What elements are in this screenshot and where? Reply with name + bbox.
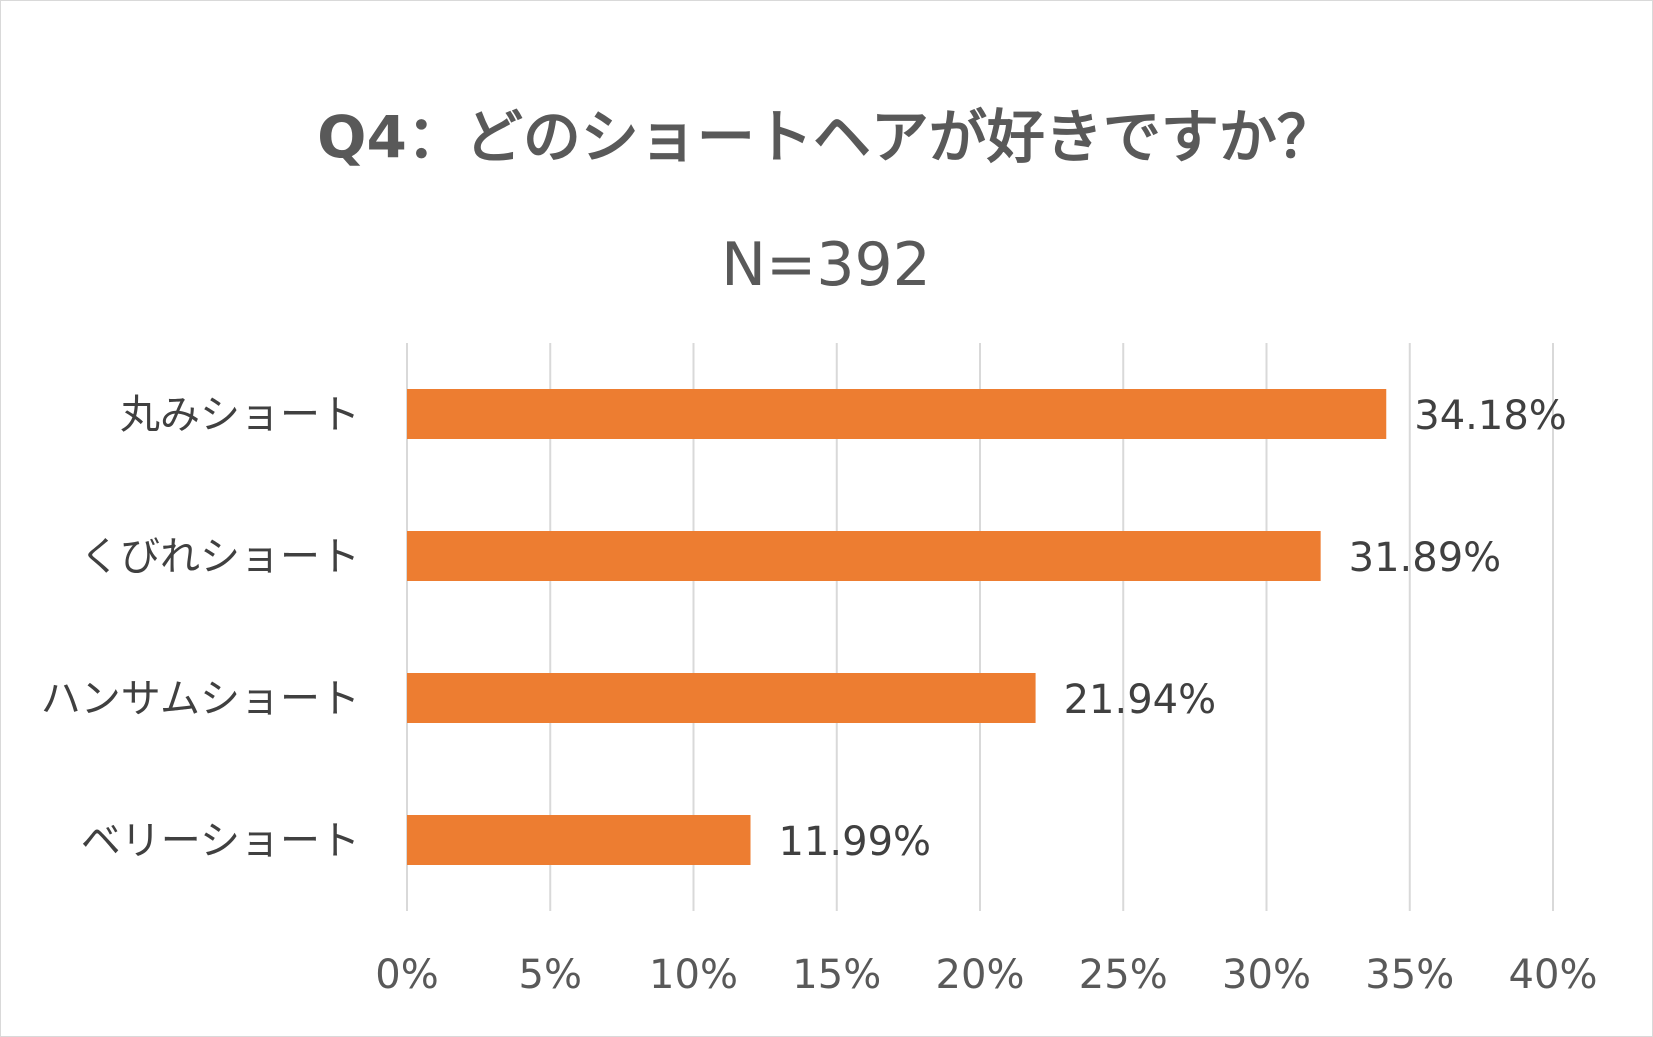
data-label-4: 11.99% <box>779 819 932 865</box>
category-label-2: くびれショート <box>80 534 360 580</box>
x-tick-label-40: 40% <box>1509 952 1598 998</box>
x-tick-label-10: 10% <box>649 952 738 998</box>
x-tick-label-0: 0% <box>375 952 438 998</box>
chart-subtitle: N=392 <box>721 230 931 300</box>
category-label-1: 丸みショート <box>120 392 360 438</box>
data-label-3: 21.94% <box>1064 677 1217 723</box>
x-tick-label-20: 20% <box>936 952 1025 998</box>
bar-1 <box>407 389 1387 439</box>
bar-4 <box>407 815 751 865</box>
bar-2 <box>407 531 1321 581</box>
x-tick-label-25: 25% <box>1079 952 1168 998</box>
x-tick-label-5: 5% <box>519 952 582 998</box>
bars <box>407 389 1387 865</box>
chart-title: Q4：どのショートヘアが好きですか？ <box>317 103 1335 171</box>
data-label-2: 31.89% <box>1349 535 1502 581</box>
category-label-3: ハンサムショート <box>41 676 360 722</box>
labels: 0% 5% 10% 15% 20% 25% 30% 35% 40% 丸みショート 34.18% くびれ… <box>41 392 1598 998</box>
x-tick-label-15: 15% <box>792 952 881 998</box>
category-label-4: ベリーショート <box>81 818 360 864</box>
bar-3 <box>407 673 1036 723</box>
x-tick-label-30: 30% <box>1222 952 1311 998</box>
x-tick-label-35: 35% <box>1365 952 1454 998</box>
data-label-1: 34.18% <box>1414 393 1567 439</box>
